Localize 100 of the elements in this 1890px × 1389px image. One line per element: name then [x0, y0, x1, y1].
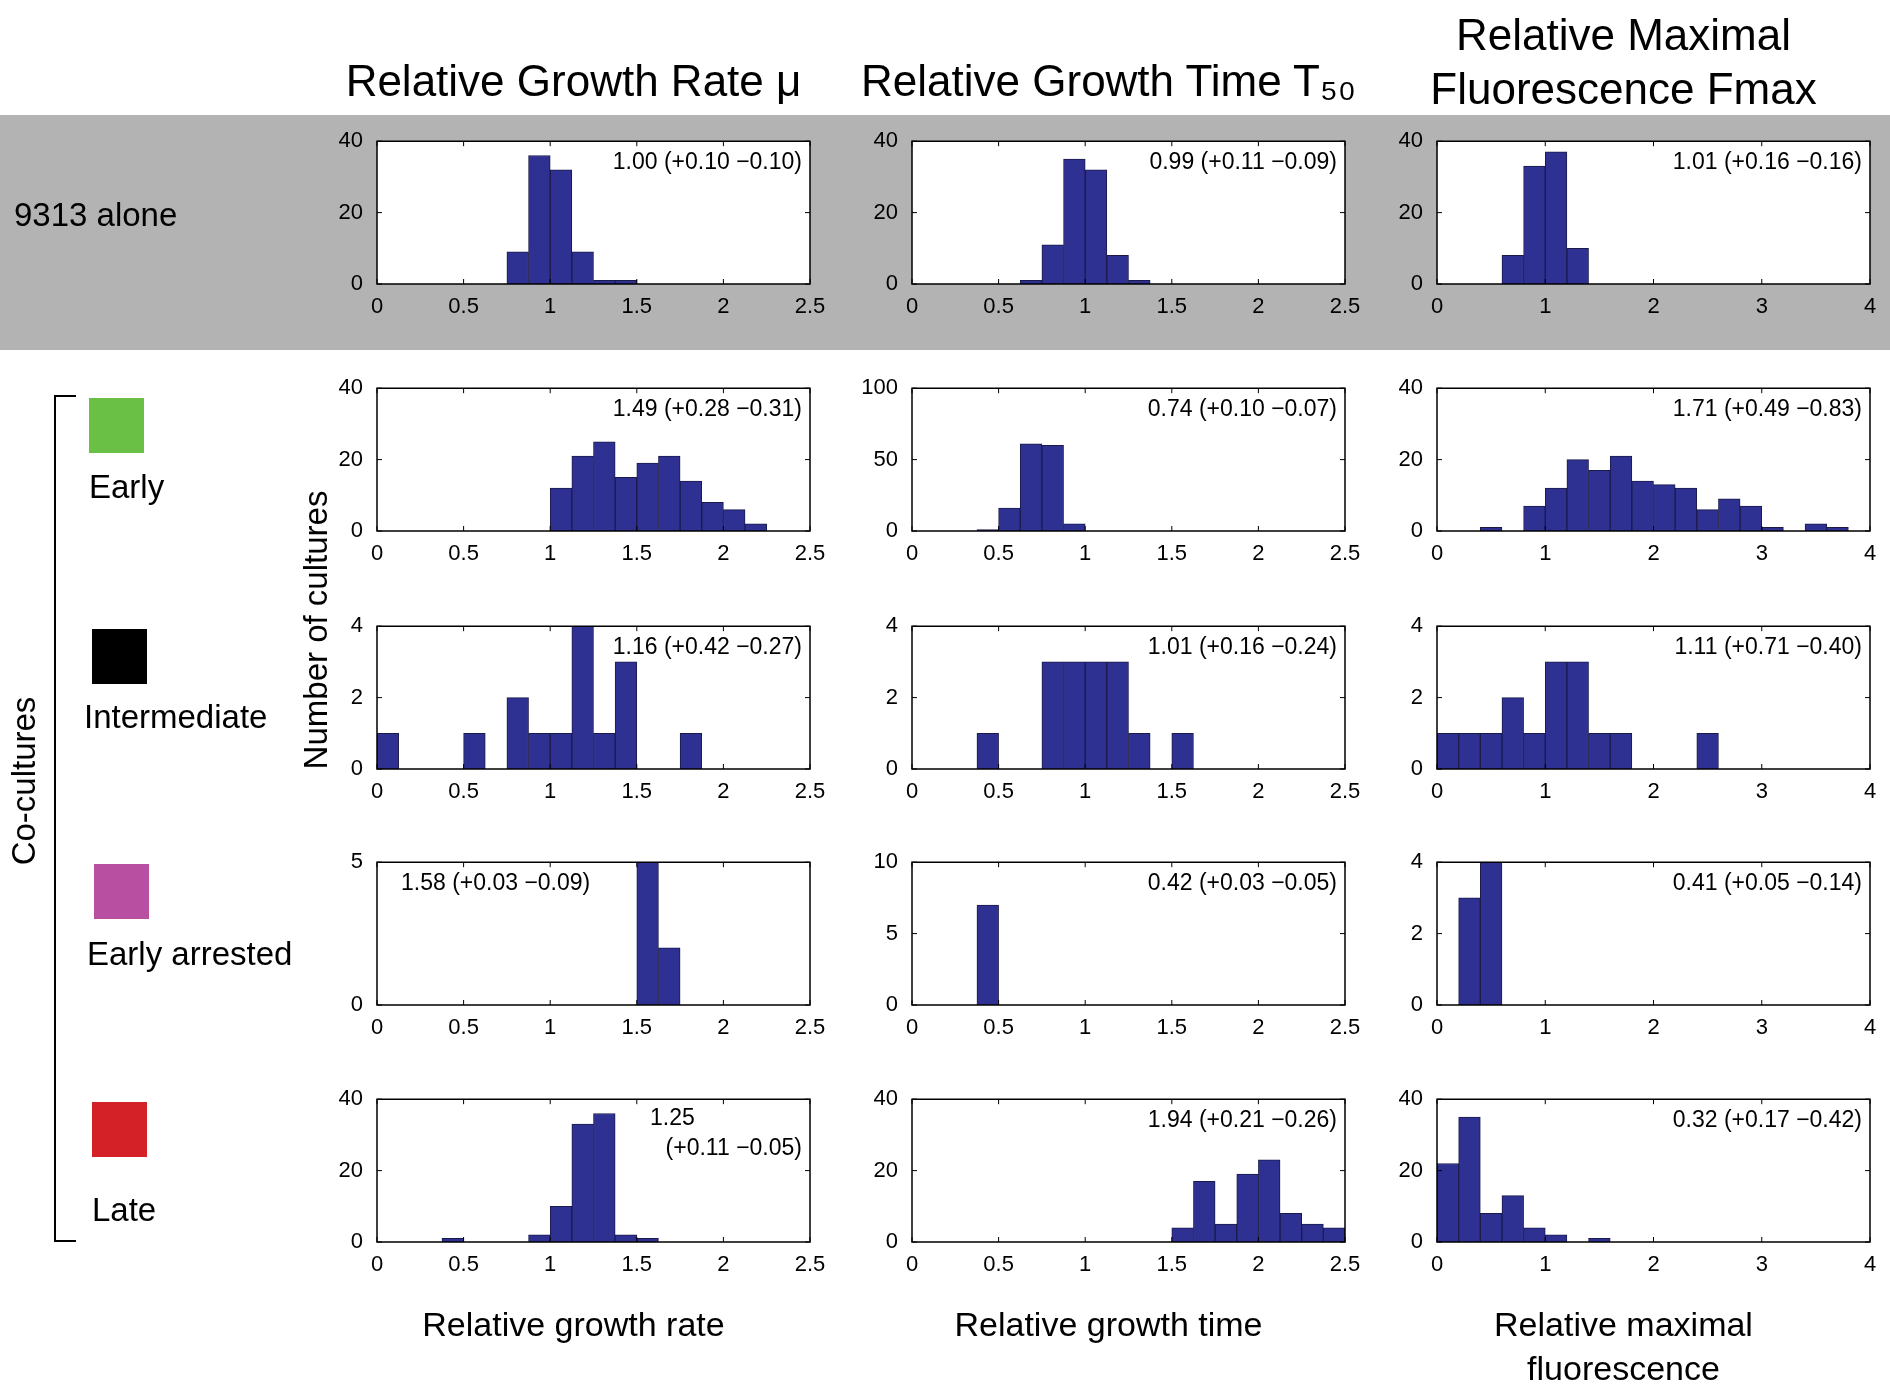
- y-tick-label: 0: [885, 517, 898, 543]
- x-tick-label: 1.5: [621, 540, 653, 566]
- text: 9313 alone: [14, 196, 178, 234]
- x-tick-label: 1.5: [621, 1014, 653, 1040]
- x-tick-label: 0: [370, 1251, 384, 1277]
- annotation: 1.01 (+0.16 −0.24): [1147, 633, 1337, 660]
- x-tick-label: 2: [1647, 540, 1660, 566]
- annotation: 1.11 (+0.71 −0.40): [1674, 633, 1862, 660]
- x-tick-label: 1: [1539, 540, 1552, 566]
- x-tick-label: 2.5: [1329, 1014, 1361, 1040]
- x-tick-label: 1: [1539, 1014, 1552, 1040]
- x-tick-label: 1.5: [621, 293, 653, 319]
- x-tick-label: 0.5: [983, 1251, 1014, 1277]
- y-tick-label: 20: [1398, 1156, 1423, 1182]
- x-tick-label: 1: [544, 1251, 557, 1277]
- y-tick-label: 0: [1410, 270, 1423, 296]
- x-tick-label: 0.5: [448, 540, 479, 566]
- y-tick-label: 40: [1398, 127, 1423, 153]
- annotation: 1.25 (+0.11 −0.05): [650, 1104, 802, 1161]
- x-axis-title: Relative growth rate: [421, 1304, 726, 1345]
- x-tick-label: 0.5: [983, 1014, 1014, 1040]
- x-tick-label: 2.5: [794, 293, 826, 319]
- x-tick-label: 0: [370, 293, 384, 319]
- y-tick-label: 0: [1410, 991, 1423, 1017]
- x-tick-label: 1: [544, 778, 557, 804]
- y-tick-label: 20: [873, 1156, 898, 1182]
- x-tick-label: 1: [544, 293, 557, 319]
- x-tick-label: 1: [1079, 293, 1092, 319]
- x-tick-label: 1.5: [1156, 1014, 1188, 1040]
- x-tick-label: 1.5: [621, 1251, 653, 1277]
- x-tick-label: 1.5: [1156, 1251, 1188, 1277]
- x-tick-label: 1.5: [1156, 778, 1188, 804]
- y-tick-label: 50: [873, 445, 898, 471]
- x-tick-label: 0.5: [448, 778, 479, 804]
- x-tick-label: 2: [717, 778, 730, 804]
- y-tick-label: 4: [1410, 612, 1423, 638]
- annotation: 1.58 (+0.03 −0.09): [401, 869, 591, 896]
- y-tick-label: 0: [1410, 517, 1423, 543]
- y-tick-label: 20: [338, 445, 363, 471]
- y-tick-label: 0: [885, 991, 898, 1017]
- x-tick-label: 0: [1430, 1251, 1444, 1277]
- y-tick-label: 0: [885, 755, 898, 781]
- x-tick-label: 2.5: [1329, 1251, 1361, 1277]
- annotation: 0.42 (+0.03 −0.05): [1147, 869, 1337, 896]
- text: Co-cultures: [5, 696, 43, 866]
- y-tick-label: 4: [1410, 848, 1423, 874]
- x-axis-title: Relative maximal fluorescence: [1493, 1304, 1754, 1389]
- x-tick-label: 1: [544, 1014, 557, 1040]
- x-tick-label: 2: [1647, 1014, 1660, 1040]
- chart-title: Relative Growth Rate μ: [344, 55, 803, 107]
- x-tick-label: 2.5: [794, 540, 826, 566]
- x-tick-label: 2: [1647, 293, 1660, 319]
- y-tick-label: 40: [1398, 374, 1423, 400]
- x-axis-title: Relative growth time: [953, 1304, 1264, 1345]
- x-tick-label: 0: [905, 540, 919, 566]
- x-tick-label: 0.5: [983, 540, 1014, 566]
- x-tick-label: 2.5: [1329, 293, 1361, 319]
- y-tick-label: 20: [1398, 445, 1423, 471]
- y-tick-label: 20: [338, 198, 363, 224]
- y-tick-label: 0: [350, 270, 363, 296]
- y-tick-label: 4: [350, 612, 363, 638]
- x-tick-label: 3: [1755, 1251, 1768, 1277]
- x-tick-label: 2: [717, 1014, 730, 1040]
- y-tick-label: 0: [885, 270, 898, 296]
- y-tick-label: 40: [1398, 1085, 1423, 1111]
- annotation: 1.71 (+0.49 −0.83): [1672, 395, 1862, 422]
- x-tick-label: 1: [544, 540, 557, 566]
- y-tick-label: 5: [350, 848, 363, 874]
- text: Early arrested: [87, 935, 293, 973]
- x-tick-label: 2: [1252, 778, 1265, 804]
- x-tick-label: 2: [1252, 293, 1265, 319]
- x-tick-label: 2.5: [794, 1014, 826, 1040]
- x-tick-label: 2: [717, 540, 730, 566]
- y-tick-label: 10: [873, 848, 898, 874]
- chart-title: Relative Growth Time T₅₀: [860, 55, 1357, 107]
- y-tick-label: 20: [873, 198, 898, 224]
- x-tick-label: 1.5: [1156, 293, 1188, 319]
- y-tick-label: 40: [338, 127, 363, 153]
- x-tick-label: 2: [1647, 778, 1660, 804]
- annotation: 0.41 (+0.05 −0.14): [1672, 869, 1862, 896]
- annotation: 1.00 (+0.10 −0.10): [612, 148, 802, 175]
- y-tick-label: 40: [873, 1085, 898, 1111]
- annotation: 1.16 (+0.42 −0.27): [612, 633, 802, 660]
- x-tick-label: 4: [1863, 778, 1877, 804]
- x-tick-label: 2: [1647, 1251, 1660, 1277]
- x-tick-label: 0.5: [448, 293, 479, 319]
- text: Early: [89, 468, 165, 506]
- x-tick-label: 0: [905, 293, 919, 319]
- x-tick-label: 1: [1539, 778, 1552, 804]
- x-tick-label: 2.5: [1329, 778, 1361, 804]
- x-tick-label: 4: [1863, 1251, 1877, 1277]
- x-tick-label: 0.5: [983, 293, 1014, 319]
- x-tick-label: 1: [1079, 1014, 1092, 1040]
- y-tick-label: 100: [861, 374, 898, 400]
- x-tick-label: 3: [1755, 540, 1768, 566]
- x-tick-label: 0: [1430, 778, 1444, 804]
- y-tick-label: 40: [338, 374, 363, 400]
- y-axis-title: Number of cultures: [297, 490, 335, 770]
- x-tick-label: 0: [370, 1014, 384, 1040]
- x-tick-label: 0: [370, 540, 384, 566]
